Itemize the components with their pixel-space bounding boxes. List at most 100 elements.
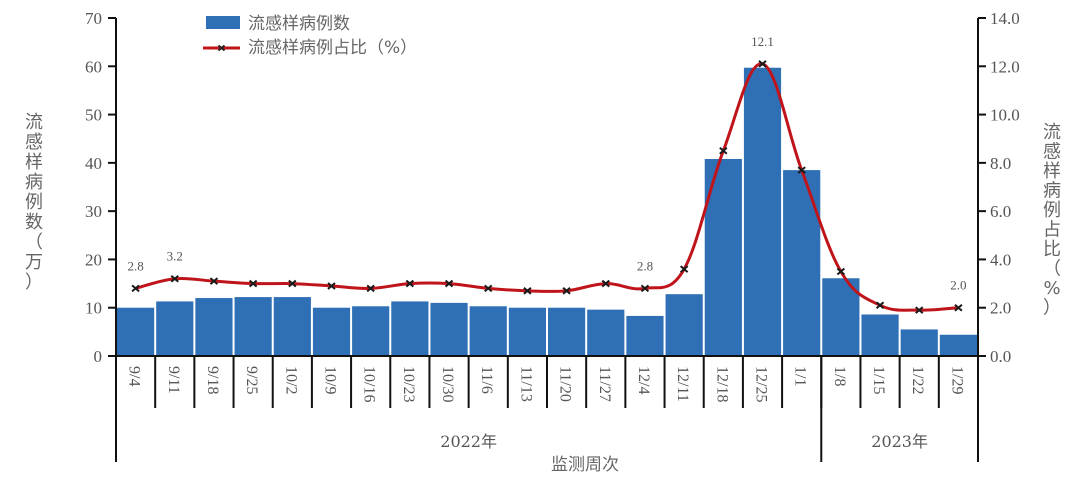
right-tick-label: 2.0: [990, 299, 1011, 318]
legend-bar-swatch-icon: [206, 16, 240, 29]
bar: [117, 307, 155, 356]
ratio-line: [135, 62, 959, 312]
x-marker-icon: [679, 265, 689, 273]
category-label: 12/25: [753, 366, 770, 402]
right-axis-title-char: 例: [1043, 200, 1061, 221]
left-tick-label: 70: [85, 9, 102, 28]
x-marker-icon: [170, 274, 179, 283]
x-marker-icon: [288, 279, 297, 288]
x-marker-icon: [640, 284, 650, 293]
right-tick-label: 0.0: [990, 347, 1011, 366]
right-axis-title-char: 感: [1043, 142, 1061, 163]
category-label: 10/23: [400, 366, 417, 402]
bar: [391, 301, 429, 356]
category-label: 12/18: [713, 366, 730, 402]
x-marker-icon: [366, 284, 375, 293]
bar: [743, 67, 782, 356]
left-axis-title-char: 万: [25, 252, 43, 273]
right-axis-title-char: ）: [1043, 298, 1061, 319]
category-label: 10/16: [361, 366, 378, 402]
right-y-axis: 0.0 2.0 4.0 6.0 8.0 10.0 12.0 14.0: [977, 9, 1020, 462]
x-marker-icon: [954, 303, 963, 312]
x-marker-icon: [836, 267, 846, 276]
x-axis-title: 监测周次: [551, 455, 619, 475]
data-label: 2.8: [127, 258, 143, 273]
category-label: 11/27: [596, 366, 613, 402]
bar: [234, 297, 272, 356]
x-marker-icon: [131, 284, 140, 293]
x-axis: 9/4 9/11 9/18 9/25 10/2 10/9 10/16 10/23 10/30 11…: [116, 355, 978, 462]
bar: [900, 329, 938, 356]
category-label: 12/4: [635, 366, 652, 394]
x-marker-icon: [444, 279, 454, 288]
right-axis-title-char: 病: [1043, 181, 1061, 202]
legend-marker-x-icon: [217, 44, 226, 52]
left-axis-title-char: 病: [25, 172, 43, 193]
year-group-label: 2023年: [871, 432, 928, 451]
right-tick-label: 6.0: [990, 202, 1011, 221]
x-marker-icon: [875, 301, 885, 310]
left-tick-label: 10: [85, 299, 102, 318]
x-marker-icon: [327, 282, 336, 290]
right-axis-title-char: 流: [1043, 122, 1061, 143]
right-tick-label: 8.0: [990, 154, 1011, 173]
bar: [469, 306, 507, 356]
category-label: 1/8: [831, 366, 848, 386]
bar: [626, 315, 664, 356]
bar: [822, 278, 860, 356]
left-tick-label: 0: [94, 347, 103, 366]
x-marker-icon: [523, 287, 532, 295]
data-annotations: 2.8 3.2 2.8 12.1 2.0: [127, 34, 966, 293]
x-marker-icon: [758, 60, 767, 68]
left-axis-title-char: ）: [25, 272, 43, 293]
bar: [430, 302, 468, 356]
legend: 流感样病例数 流感样病例占比（%）: [203, 14, 417, 58]
bar: [312, 307, 351, 356]
data-label: 3.2: [167, 249, 183, 264]
category-label: 1/1: [792, 366, 809, 386]
data-label: 12.1: [751, 34, 774, 49]
right-axis-title-char: 样: [1043, 161, 1061, 182]
right-axis-title-char: %: [1043, 278, 1060, 299]
x-marker-icon: [562, 287, 571, 295]
category-label: 10/2: [282, 366, 299, 394]
x-marker-icon: [797, 166, 806, 174]
line-series-case-ratio: [131, 60, 963, 314]
bar: [156, 301, 194, 356]
left-tick-label: 60: [85, 57, 102, 76]
bar: [195, 298, 233, 356]
left-tick-label: 30: [85, 202, 102, 221]
bar: [783, 170, 821, 356]
category-label: 10/30: [439, 366, 456, 402]
data-label: 2.0: [950, 278, 966, 293]
category-label: 10/9: [322, 366, 339, 394]
left-tick-label: 40: [85, 154, 102, 173]
bar: [861, 314, 899, 356]
category-label: 1/29: [948, 366, 965, 394]
left-tick-label: 20: [85, 250, 102, 269]
bar: [352, 306, 390, 356]
bar-series-case-count: [117, 67, 977, 356]
bar: [273, 297, 311, 356]
right-axis-title-char: 比: [1043, 239, 1061, 260]
axis-titles: 流感样病例数（万）流感样病例占比（%）监测周次: [25, 112, 1061, 475]
x-marker-icon: [601, 279, 610, 288]
legend-line-label: 流感样病例占比（%）: [248, 38, 417, 58]
category-label: 1/22: [909, 366, 926, 394]
right-tick-label: 12.0: [990, 57, 1020, 76]
category-label: 11/6: [478, 366, 495, 394]
left-axis-title-char: 感: [25, 132, 43, 153]
left-axis-title-char: 例: [25, 192, 43, 213]
left-axis-title-char: 数: [25, 212, 43, 233]
category-label: 12/11: [674, 366, 691, 402]
category-label: 11/20: [557, 366, 574, 402]
category-label: 11/13: [517, 366, 534, 402]
bar: [508, 307, 546, 356]
x-marker-icon: [209, 277, 219, 285]
right-axis-title-char: （: [1043, 259, 1061, 280]
right-tick-label: 14.0: [990, 9, 1020, 28]
category-label: 1/15: [870, 366, 887, 394]
category-label: 9/25: [243, 366, 260, 394]
x-marker-icon: [915, 306, 924, 314]
